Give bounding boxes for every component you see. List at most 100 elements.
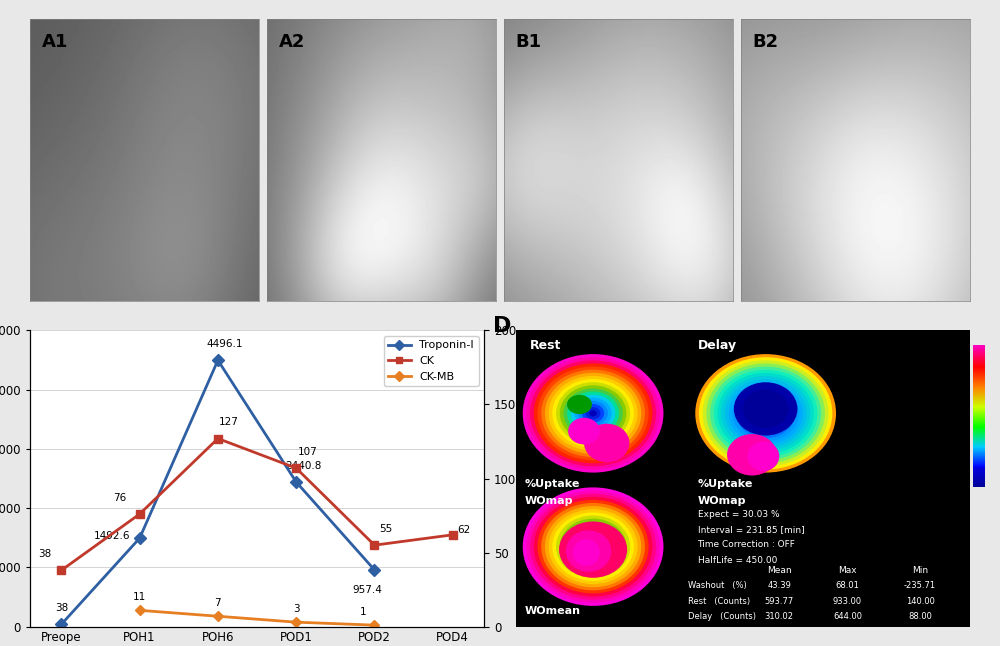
Text: 4496.1: 4496.1 [207, 339, 243, 349]
Text: Max: Max [838, 566, 857, 575]
Ellipse shape [762, 410, 769, 417]
Text: Rest   (Counts): Rest (Counts) [688, 597, 751, 606]
Ellipse shape [740, 391, 792, 435]
Ellipse shape [586, 407, 601, 420]
Ellipse shape [523, 487, 663, 606]
Text: WOmap: WOmap [525, 496, 573, 506]
Text: 43.39: 43.39 [767, 581, 791, 590]
Text: Interval = 231.85 [min]: Interval = 231.85 [min] [698, 525, 804, 534]
Legend: Troponin-I, CK, CK-MB: Troponin-I, CK, CK-MB [384, 336, 479, 386]
Text: Expect = 30.03 %: Expect = 30.03 % [698, 510, 779, 519]
Text: B2: B2 [752, 34, 779, 52]
Text: 957.4: 957.4 [353, 585, 382, 595]
Ellipse shape [725, 379, 806, 448]
Ellipse shape [549, 376, 638, 451]
Text: 593.77: 593.77 [765, 597, 794, 606]
Ellipse shape [560, 385, 626, 441]
Text: 68.01: 68.01 [835, 581, 859, 590]
Ellipse shape [559, 521, 627, 578]
Text: 62: 62 [457, 525, 471, 535]
Ellipse shape [538, 366, 649, 460]
Ellipse shape [747, 441, 779, 471]
Ellipse shape [706, 364, 825, 463]
Ellipse shape [573, 539, 600, 566]
Ellipse shape [578, 401, 608, 426]
Ellipse shape [571, 395, 615, 432]
Ellipse shape [530, 494, 656, 599]
Text: Min: Min [912, 566, 928, 575]
Text: 2440.8: 2440.8 [285, 461, 321, 471]
Ellipse shape [710, 366, 821, 460]
Text: %Uptake: %Uptake [698, 479, 753, 488]
Text: 76: 76 [114, 493, 127, 503]
Text: Rest: Rest [530, 339, 561, 352]
Ellipse shape [758, 407, 773, 420]
Y-axis label: CK/CK-MB (U/L): CK/CK-MB (U/L) [523, 434, 536, 523]
Ellipse shape [751, 401, 780, 426]
Ellipse shape [549, 509, 638, 584]
Ellipse shape [567, 391, 619, 435]
Ellipse shape [743, 390, 788, 428]
Ellipse shape [703, 360, 829, 466]
Ellipse shape [563, 522, 623, 572]
Text: 107: 107 [297, 447, 317, 457]
Ellipse shape [589, 410, 597, 417]
Ellipse shape [556, 382, 630, 444]
Text: D: D [493, 316, 512, 335]
Ellipse shape [582, 537, 604, 556]
Ellipse shape [578, 534, 608, 559]
Ellipse shape [717, 373, 814, 454]
Text: %Uptake: %Uptake [525, 479, 580, 488]
Ellipse shape [729, 382, 803, 444]
Text: Mean: Mean [767, 566, 792, 575]
Ellipse shape [743, 395, 788, 432]
Text: 140.00: 140.00 [906, 597, 934, 606]
Text: 1: 1 [360, 607, 367, 617]
Ellipse shape [541, 503, 645, 590]
Text: 644.00: 644.00 [833, 612, 862, 621]
Ellipse shape [589, 543, 597, 550]
Text: 933.00: 933.00 [833, 597, 862, 606]
Text: A2: A2 [278, 34, 305, 52]
Ellipse shape [755, 404, 777, 422]
Text: 38: 38 [55, 603, 68, 613]
Text: -235.71: -235.71 [904, 581, 936, 590]
Ellipse shape [575, 531, 612, 562]
Ellipse shape [699, 357, 832, 470]
Ellipse shape [695, 354, 836, 473]
Ellipse shape [523, 354, 663, 473]
Ellipse shape [526, 490, 660, 603]
Text: A1: A1 [41, 34, 68, 52]
Ellipse shape [556, 516, 630, 578]
Text: 3: 3 [293, 604, 300, 614]
Ellipse shape [714, 370, 818, 457]
Text: 88.00: 88.00 [908, 612, 932, 621]
Ellipse shape [552, 512, 634, 581]
Text: 310.02: 310.02 [765, 612, 794, 621]
Ellipse shape [584, 424, 629, 463]
Ellipse shape [526, 357, 660, 470]
Ellipse shape [534, 364, 652, 463]
Ellipse shape [571, 528, 615, 565]
Ellipse shape [545, 373, 641, 454]
Text: 7: 7 [215, 598, 221, 608]
Text: HalfLife = 450.00: HalfLife = 450.00 [698, 556, 777, 565]
Ellipse shape [586, 541, 601, 553]
Text: B1: B1 [515, 34, 542, 52]
Ellipse shape [736, 388, 795, 438]
Ellipse shape [534, 497, 652, 596]
Ellipse shape [545, 506, 641, 587]
Ellipse shape [563, 388, 623, 438]
Text: Delay: Delay [698, 339, 737, 352]
Text: WOmean: WOmean [525, 606, 581, 616]
Text: Time Correction : OFF: Time Correction : OFF [698, 541, 795, 549]
Text: 38: 38 [38, 549, 51, 559]
Ellipse shape [747, 398, 784, 429]
Ellipse shape [734, 382, 797, 435]
Text: 55: 55 [379, 524, 392, 534]
Text: WOmap: WOmap [698, 496, 746, 506]
Text: 127: 127 [219, 417, 239, 428]
Ellipse shape [567, 395, 592, 414]
Ellipse shape [567, 525, 619, 568]
Text: Washout   (%): Washout (%) [688, 581, 747, 590]
